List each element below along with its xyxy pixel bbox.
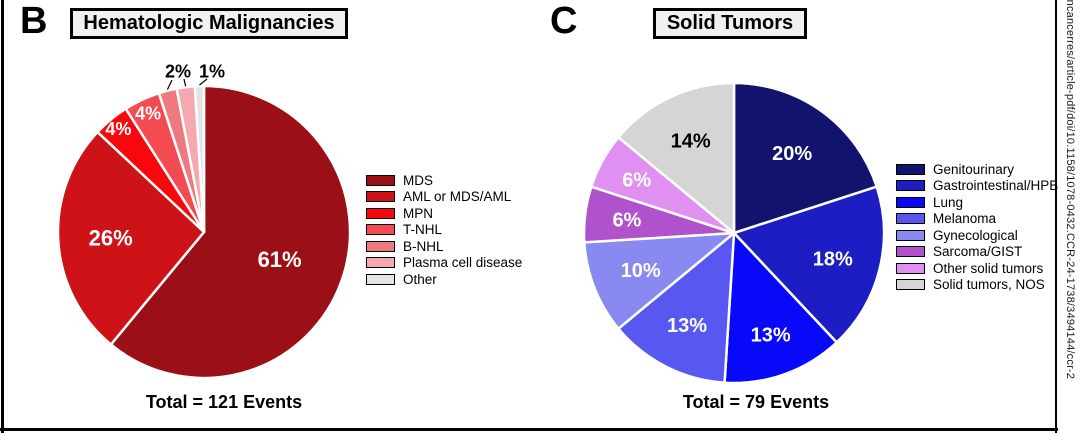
watermark-url-text: incancerres/article-pdf/doi/10.1158/1078… (1064, 0, 1076, 380)
pie-slice-value-label: 14% (671, 131, 711, 153)
label-leader-line (166, 79, 173, 90)
pie-slice-value-label: 10% (621, 260, 661, 282)
legend-row: Other (366, 271, 522, 288)
legend-label: AML or MDS/AML (403, 189, 512, 204)
legend-color-swatch (896, 246, 925, 258)
legend-label: Gastrointestinal/HPB (933, 178, 1059, 193)
legend-row: T-NHL (366, 222, 522, 239)
legend-row: B-NHL (366, 238, 522, 255)
label-leader-line (199, 78, 208, 86)
legend-color-swatch (896, 229, 925, 241)
legend-solid-tumors: Genitourinary Gastrointestinal/HPB Lung Mel… (896, 161, 1058, 293)
legend-label: Plasma cell disease (403, 255, 523, 270)
pie-hematologic-malignancies: 61% 26% 4%4% (56, 78, 352, 380)
pie-solid-tumors: 20% 18% 13% 13% 10% 6% 6% 14% (582, 81, 886, 385)
legend-color-swatch (896, 196, 925, 208)
legend-color-swatch (366, 224, 395, 236)
legend-color-swatch (366, 207, 395, 219)
figure-border-bottom (0, 428, 1058, 431)
panel-label-c: C (550, 0, 578, 42)
legend-color-swatch (366, 191, 395, 203)
label-leader-line (183, 78, 187, 87)
legend-row: Other solid tumors (896, 260, 1058, 277)
legend-row: Sarcoma/GIST (896, 244, 1058, 261)
legend-label: Solid tumors, NOS (933, 277, 1045, 292)
legend-row: Plasma cell disease (366, 255, 522, 272)
legend-label: Genitourinary (933, 161, 1015, 177)
pie-slice-value-label: 6% (612, 210, 641, 232)
legend-color-swatch (896, 180, 925, 192)
legend-row: MDS (366, 172, 522, 189)
legend-label: MDS (403, 172, 433, 188)
legend-color-swatch (896, 279, 925, 291)
pie-slice (583, 231, 736, 330)
legend-row: Gastrointestinal/HPB (896, 178, 1058, 195)
pie-slice-value-label: 4% (135, 103, 161, 123)
legend-label: Gynecological (933, 227, 1018, 243)
legend-label: Other (403, 271, 437, 287)
pie-slice-value-label: 61% (258, 247, 302, 272)
legend-color-swatch (366, 273, 395, 285)
pie-outside-value-label: 2% (165, 61, 191, 81)
legend-hematologic: MDS AML or MDS/AML MPN T-NHL B-NHL Plasma cel… (366, 172, 522, 288)
pie-slice-value-label: 18% (813, 248, 853, 270)
legend-color-swatch (366, 240, 395, 252)
pie-slice-value-label: 26% (89, 226, 133, 251)
pie-slice (109, 84, 352, 380)
pie-slice (617, 231, 736, 384)
legend-row: Lung (896, 194, 1058, 211)
legend-label: Lung (933, 194, 964, 210)
total-events-hematologic: Total = 121 Events (145, 392, 303, 412)
title-solid-tumors: Solid Tumors (666, 12, 794, 34)
legend-row: Solid tumors, NOS (896, 277, 1058, 294)
legend-row: Genitourinary (896, 161, 1058, 178)
title-box-solid-tumors: Solid Tumors (653, 8, 807, 39)
pie-slice (723, 231, 838, 385)
legend-row: MPN (366, 205, 522, 222)
title-hematologic-malignancies: Hematologic Malignancies (83, 12, 335, 34)
legend-color-swatch (366, 257, 395, 269)
pie-slice (193, 84, 206, 234)
legend-row: AML or MDS/AML (366, 189, 522, 206)
legend-color-swatch (366, 174, 395, 186)
legend-label: B-NHL (403, 238, 444, 254)
pie-slice (56, 130, 206, 346)
legend-label: MPN (403, 205, 433, 221)
legend-label: Melanoma (933, 211, 997, 226)
legend-label: T-NHL (403, 222, 443, 237)
figure-border-right (1055, 0, 1057, 433)
pie-slice (732, 81, 878, 235)
pie-slice (732, 185, 886, 344)
panel-label-b: B (20, 0, 48, 42)
pie-slice (617, 81, 736, 235)
legend-row: Melanoma (896, 211, 1058, 228)
pie-slice-value-label: 13% (751, 325, 791, 347)
legend-row: Gynecological (896, 227, 1058, 244)
pie-slice-value-label: 4% (105, 119, 131, 139)
legend-label: Other solid tumors (933, 260, 1044, 276)
legend-color-swatch (896, 213, 925, 225)
legend-color-swatch (896, 163, 925, 175)
total-events-solid: Total = 79 Events (682, 392, 830, 412)
figure-border-left (1, 0, 4, 433)
legend-label: Sarcoma/GIST (933, 244, 1023, 259)
legend-color-swatch (896, 262, 925, 274)
pie-slice-value-label: 13% (667, 315, 707, 337)
pie-slice-value-label: 20% (772, 143, 812, 165)
pie-slice-value-label: 6% (622, 170, 651, 192)
title-box-hematologic: Hematologic Malignancies (70, 8, 348, 39)
pie-outside-value-label: 1% (199, 61, 225, 81)
